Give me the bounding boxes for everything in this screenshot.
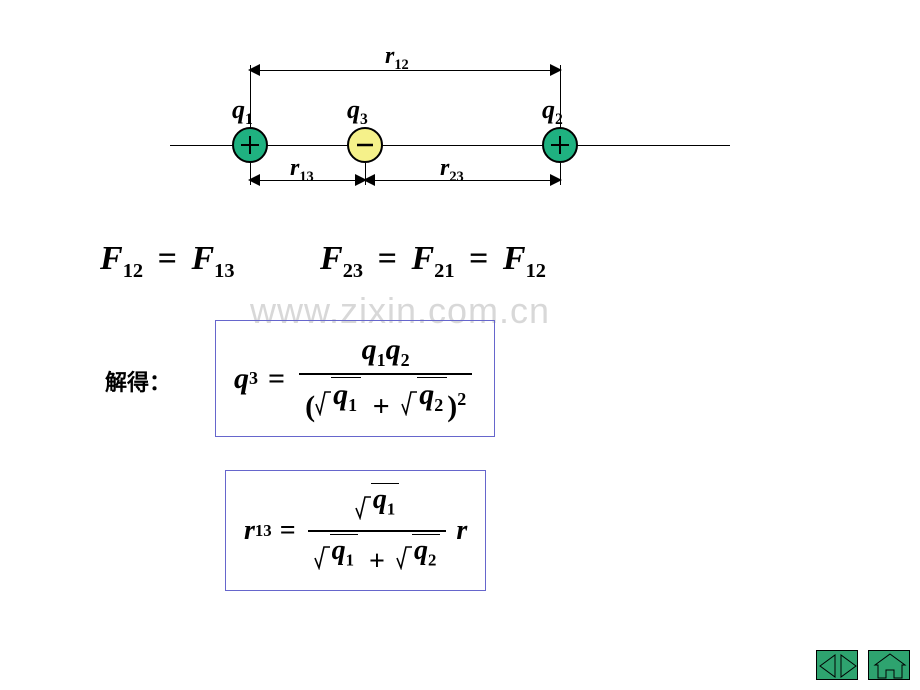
equation-f23-f21-f12: F23 = F21 = F12 bbox=[320, 240, 546, 283]
dim-arrow-r23-right bbox=[548, 174, 562, 186]
dim-arrow-r23-left bbox=[363, 174, 377, 186]
dim-label-r23: r23 bbox=[440, 155, 464, 186]
prev-next-icon[interactable] bbox=[816, 650, 858, 680]
charge-q1 bbox=[232, 127, 268, 163]
solve-label: 解得： bbox=[105, 365, 171, 397]
dim-arrow-r13-left bbox=[248, 174, 262, 186]
dim-label-r12: r12 bbox=[385, 43, 409, 74]
home-icon[interactable] bbox=[868, 650, 910, 680]
nav-icons bbox=[816, 650, 910, 680]
charge-q2 bbox=[542, 127, 578, 163]
equation-box-q3: q3 = q1q2 (q1 + q2)2 bbox=[215, 320, 495, 437]
charge-label-q1: q1 bbox=[232, 95, 253, 129]
charge-q3 bbox=[347, 127, 383, 163]
charge-label-q2: q2 bbox=[542, 95, 563, 129]
charge-diagram: r12 r13 r23 q1 q3 q2 bbox=[170, 45, 730, 195]
equation-f12-f13: F12 = F13 bbox=[100, 240, 235, 283]
equation-box-r13: r13 = q1 q1 + q2 r bbox=[225, 470, 486, 591]
dim-label-r13: r13 bbox=[290, 155, 314, 186]
charge-label-q3: q3 bbox=[347, 95, 368, 129]
